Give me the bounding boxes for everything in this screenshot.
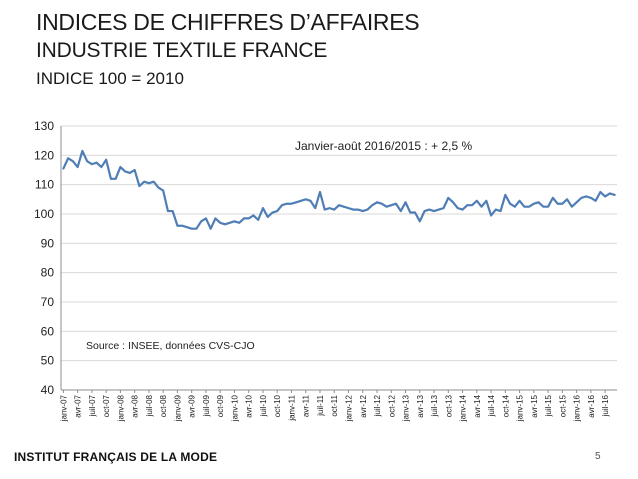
- x-tick-label: avr-15: [530, 394, 539, 417]
- y-tick-label: 130: [34, 119, 54, 133]
- x-tick-label: janv-10: [230, 394, 239, 422]
- x-tick-label: janv-16: [573, 394, 582, 422]
- y-tick-label: 50: [41, 354, 55, 368]
- x-tick-label: avr-12: [359, 394, 368, 417]
- x-tick-label: janv-14: [459, 394, 468, 422]
- y-tick-label: 90: [41, 236, 55, 250]
- slide-subtitle: INDUSTRIE TEXTILE FRANCE: [36, 39, 328, 62]
- x-tick-label: juil-08: [145, 394, 154, 417]
- axes: [60, 126, 617, 393]
- y-tick-label: 120: [34, 148, 54, 162]
- x-tick-label: juil-14: [487, 394, 496, 417]
- y-tick-label: 80: [41, 266, 55, 280]
- x-tick-label: oct-12: [387, 394, 396, 417]
- x-tick-label: juil-11: [316, 394, 325, 416]
- y-tick-label: 60: [41, 324, 55, 338]
- x-tick-label: janv-07: [59, 394, 68, 422]
- x-tick-label: juil-07: [88, 394, 97, 417]
- x-tick-label: oct-13: [444, 394, 453, 417]
- x-tick-label: avr-14: [473, 394, 482, 417]
- line-chart: 40 50 60 70 80 90 100 110 120 130 janv-07 avr-07 ju…: [34, 119, 617, 422]
- x-tick-label: juil-09: [202, 394, 211, 417]
- x-tick-label: janv-12: [345, 394, 354, 422]
- x-tick-label: juil-10: [259, 394, 268, 417]
- x-tick-label: juil-13: [430, 394, 439, 417]
- x-tick-label: avr-09: [188, 394, 197, 417]
- x-tick-label: oct-11: [330, 394, 339, 416]
- series-line-chiffre-affaires: [62, 149, 616, 230]
- slide-index-note: INDICE 100 = 2010: [36, 69, 184, 88]
- x-tick-label: oct-14: [501, 394, 510, 417]
- y-tick-label: 110: [35, 178, 54, 192]
- y-tick-label: 40: [41, 383, 55, 397]
- x-tick-label: oct-07: [102, 394, 111, 417]
- footer-brand-logo-text: INSTITUT FRANÇAIS DE LA MODE: [14, 450, 218, 464]
- x-tick-label: avr-13: [416, 394, 425, 417]
- x-tick-label: avr-16: [587, 394, 596, 417]
- x-tick-label: avr-11: [302, 394, 311, 417]
- slide-title: INDICES DE CHIFFRES D’AFFAIRES: [36, 9, 420, 35]
- x-tick-label: janv-08: [116, 394, 125, 422]
- x-tick-label: janv-15: [516, 394, 525, 422]
- x-tick-label: avr-10: [245, 394, 254, 417]
- x-tick-label: avr-07: [74, 394, 83, 417]
- x-tick-label: oct-15: [558, 394, 567, 417]
- x-tick-label: janv-11: [287, 394, 296, 421]
- x-tick-label: juil-15: [544, 394, 553, 417]
- x-tick-label: avr-08: [131, 394, 140, 417]
- x-tick-label: juil-16: [601, 394, 610, 417]
- x-tick-labels: janv-07 avr-07 juil-07 oct-07 janv-08 avr-08 j…: [59, 394, 610, 422]
- x-tick-label: juil-12: [373, 394, 382, 417]
- page-number: 5: [595, 451, 601, 462]
- y-tick-labels: 40 50 60 70 80 90 100 110 120 130: [34, 119, 54, 397]
- grid-lines: [61, 125, 617, 362]
- x-tick-label: oct-08: [159, 394, 168, 417]
- growth-annotation: Janvier-août 2016/2015 : + 2,5 %: [295, 139, 472, 153]
- source-annotation: Source : INSEE, données CVS-CJO: [86, 340, 255, 352]
- x-tick-label: oct-09: [216, 394, 225, 417]
- x-tick-label: oct-10: [273, 394, 282, 417]
- x-tick-label: janv-13: [402, 394, 411, 422]
- x-tick-label: janv-09: [173, 394, 182, 422]
- y-tick-label: 70: [41, 295, 55, 309]
- y-tick-label: 100: [34, 207, 54, 221]
